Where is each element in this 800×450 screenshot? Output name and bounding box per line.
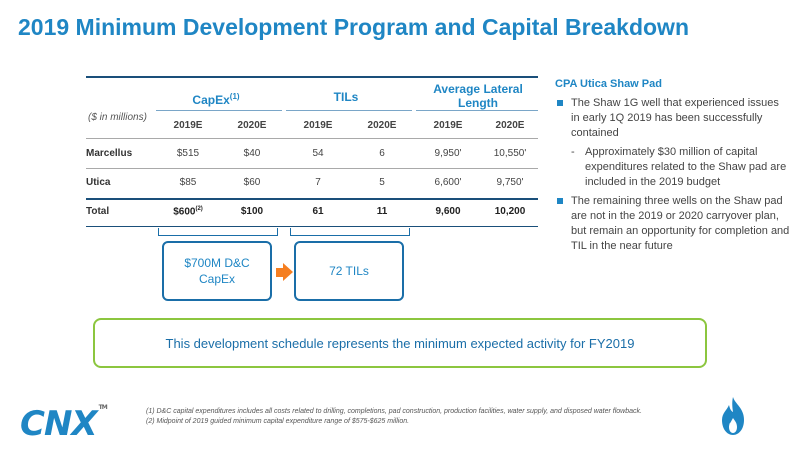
sub-bullet-item: - Approximately $30 million of capital e… — [571, 146, 787, 188]
year-header-row: 2019E 2020E 2019E 2020E 2019E 2020E — [86, 120, 538, 140]
group-underline-lateral — [416, 110, 538, 111]
row-divider — [86, 138, 538, 139]
table-cell: 6 — [379, 148, 385, 159]
table-cell: 9,750' — [496, 177, 524, 188]
page-number: 7 — [729, 422, 735, 432]
total-rule — [86, 198, 538, 200]
table-cell: 6,600' — [434, 177, 462, 188]
bullet-item: The Shaw 1G well that experienced issues… — [555, 96, 790, 141]
group-header-tils: TILs — [333, 90, 359, 104]
group-header-capex: CapEx(1) — [192, 92, 240, 107]
table-cell: 11 — [376, 206, 388, 217]
year-header: 2019E — [433, 120, 463, 131]
tils-bracket — [290, 228, 410, 236]
table-cell: $40 — [243, 148, 261, 159]
capex-summary-text: $700M D&C CapEx — [184, 256, 250, 286]
page-title: 2019 Minimum Development Program and Cap… — [18, 14, 689, 40]
flame-icon — [722, 397, 744, 435]
capex-summary-box: $700M D&C CapEx — [162, 241, 272, 301]
year-header: 2020E — [495, 120, 525, 131]
group-header-lateral-length: Average Lateral Length — [433, 82, 523, 110]
summary-banner: This development schedule represents the… — [93, 318, 707, 368]
dash-icon: - — [571, 146, 575, 158]
table-cell: 5 — [379, 177, 385, 188]
table-top-rule — [86, 76, 538, 78]
table-cell: $600(2) — [173, 206, 203, 218]
units-label: ($ in millions) — [88, 112, 147, 123]
table-cell: $515 — [176, 148, 200, 159]
table-cell: 54 — [312, 148, 324, 159]
table-cell: 10,550' — [493, 148, 527, 159]
banner-text: This development schedule represents the… — [165, 335, 635, 351]
cnx-logo: CNX TM — [20, 404, 108, 444]
row-label: Total — [86, 206, 110, 217]
arrow-shaft — [276, 268, 284, 277]
row-label: Utica — [86, 177, 111, 188]
group-underline-capex — [156, 110, 282, 111]
shaw-pad-notes: CPA Utica Shaw Pad The Shaw 1G well that… — [555, 78, 790, 258]
table-row: Utica $85 $60 7 5 6,600' 9,750' — [86, 170, 538, 198]
footnotes: (1) D&C capital expenditures includes al… — [146, 407, 642, 427]
table-cell: 10,200 — [494, 206, 526, 217]
group-underline-tils — [286, 110, 412, 111]
row-divider — [86, 168, 538, 169]
footnote-2: (2) Midpoint of 2019 guided minimum capi… — [146, 418, 410, 425]
table-group-header: CapEx(1) TILs Average Lateral Length — [86, 80, 538, 111]
table-cell: 61 — [312, 206, 324, 217]
table-cell: $85 — [179, 177, 197, 188]
table-cell: $60 — [243, 177, 261, 188]
side-title: CPA Utica Shaw Pad — [555, 78, 662, 90]
bullet-item: The remaining three wells on the Shaw pa… — [555, 194, 790, 254]
table-row-total: Total $600(2) $100 61 11 9,600 10,200 — [86, 200, 538, 226]
year-header: 2020E — [237, 120, 267, 131]
table-cell: 7 — [315, 177, 321, 188]
table-cell: 9,950' — [434, 148, 462, 159]
bullet-square-icon — [557, 100, 563, 106]
table-row: Marcellus $515 $40 54 6 9,950' 10,550' — [86, 142, 538, 168]
tils-summary-text: 72 TILs — [329, 264, 369, 278]
year-header: 2020E — [367, 120, 397, 131]
table-cell: 9,600 — [435, 206, 461, 217]
table-bottom-rule — [86, 226, 538, 227]
capex-bracket — [158, 228, 278, 236]
footnote-1: (1) D&C capital expenditures includes al… — [146, 408, 642, 415]
table-cell: $100 — [240, 206, 264, 217]
year-header: 2019E — [173, 120, 203, 131]
tils-summary-box: 72 TILs — [294, 241, 404, 301]
right-arrow-icon — [283, 263, 293, 281]
row-label: Marcellus — [86, 148, 133, 159]
bullet-square-icon — [557, 198, 563, 204]
year-header: 2019E — [303, 120, 333, 131]
